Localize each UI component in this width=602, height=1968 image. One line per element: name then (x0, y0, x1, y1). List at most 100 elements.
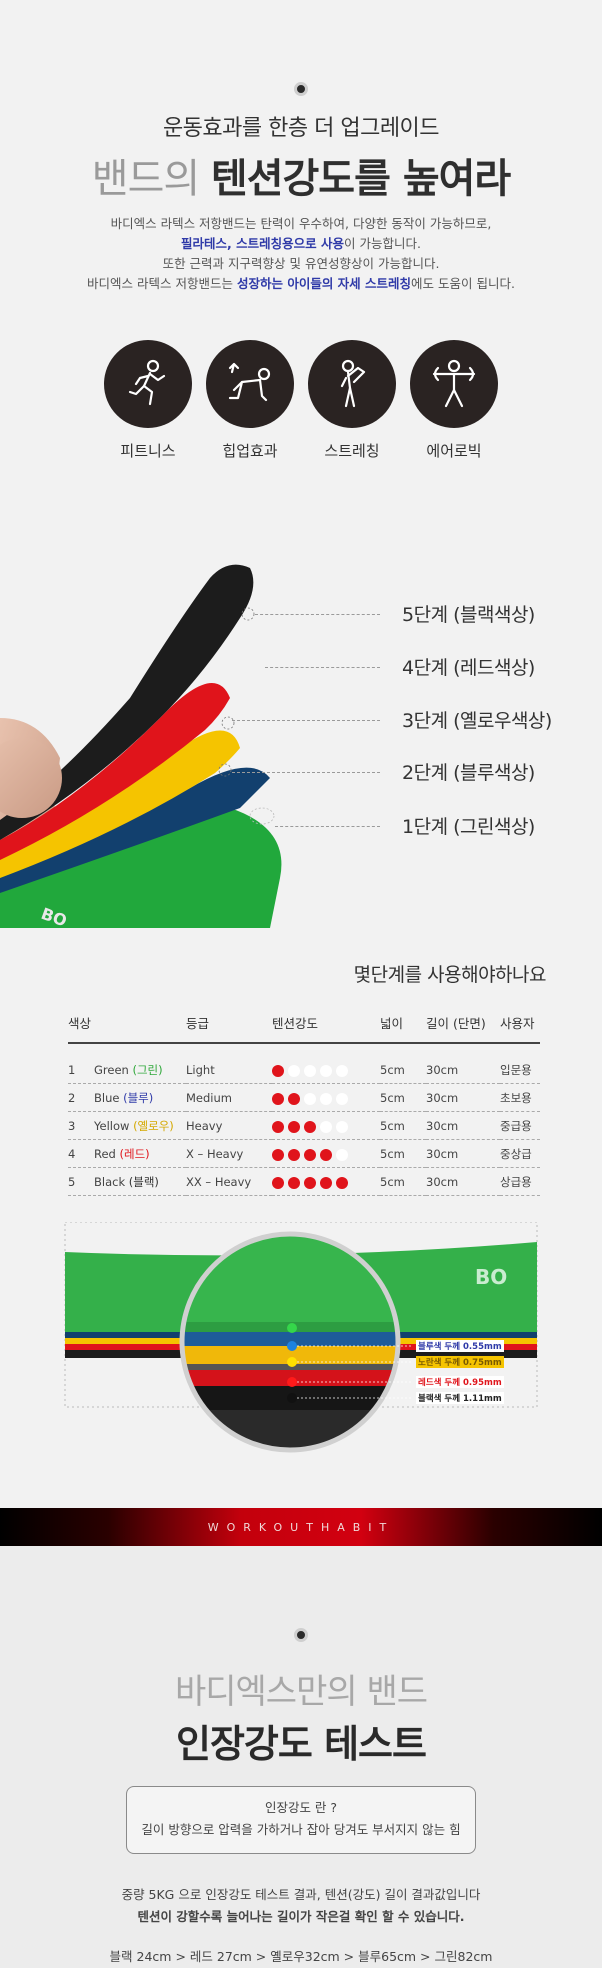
tension-dot-empty (304, 1092, 316, 1105)
use-item-stretching: 스트레칭 (307, 340, 397, 461)
spec-cell-color: 4 Red (레드) (68, 1139, 186, 1168)
spec-cell-width: 5cm (380, 1167, 426, 1196)
color-name: Yellow (94, 1119, 130, 1133)
row-number: 3 (68, 1119, 76, 1133)
use-item-fitness: 피트니스 (103, 340, 193, 461)
tension-dot-filled (288, 1176, 300, 1189)
test-subtitle: 바디엑스만의 밴드 (174, 1672, 428, 1712)
spec-header-row: 색상 등급 텐션강도 넓이 길이 (단면) 사용자 (68, 1013, 540, 1044)
spec-cell-length: 30cm (426, 1083, 500, 1112)
level-1-leader (275, 826, 380, 827)
use-label: 에어로빅 (426, 442, 482, 460)
tension-dot-empty (336, 1064, 348, 1077)
aerobic-person-icon (410, 340, 498, 428)
spec-cell-color: 1 Green (그린) (68, 1043, 186, 1084)
band-levels-section: BO 5단계 (블랙색상) 4단계 (레드색상) 3단계 (옐로우색상) 2단계… (0, 548, 602, 928)
kneeling-exercise-icon (206, 340, 294, 428)
tension-dot-filled (336, 1176, 348, 1189)
use-label: 스트레칭 (324, 442, 380, 460)
spec-header-grade: 등급 (186, 1013, 272, 1044)
row-number: 5 (68, 1175, 76, 1189)
intro-title-bold: 텐션강도를 높여라 (210, 156, 511, 202)
use-item-aerobic: 에어로빅 (409, 340, 499, 461)
tension-dot-filled (288, 1092, 300, 1105)
tension-dot-filled (304, 1148, 316, 1161)
tension-dot-filled (304, 1120, 316, 1133)
color-name-korean: (레드) (119, 1147, 150, 1161)
spec-cell-user: 초보용 (500, 1083, 540, 1112)
tension-dot-filled (288, 1148, 300, 1161)
intro-highlight-pilates: 필라테스, 스트레칭용으로 사용 (181, 236, 344, 251)
level-4-label: 4단계 (레드색상) (402, 657, 535, 679)
spec-header-color: 색상 (68, 1013, 186, 1044)
spec-cell-color: 5 Black (블랙) (68, 1167, 186, 1196)
intro-line-1: 바디엑스 라텍스 저항밴드는 탄력이 우수하여, 다양한 동작이 가능하므로, (110, 216, 492, 231)
spec-row: 3 Yellow (옐로우) Heavy 5cm 30cm 중급용 (68, 1111, 540, 1140)
row-number: 4 (68, 1147, 76, 1161)
band-stack-illustration: BO (0, 564, 282, 928)
use-icons-row: 피트니스 힙업효과 (0, 340, 602, 461)
level-2-leader (232, 772, 380, 773)
tension-dot-empty (336, 1148, 348, 1161)
spec-cell-tension (272, 1167, 380, 1196)
tension-dot-filled (320, 1176, 332, 1189)
test-title: 인장강도 테스트 (176, 1722, 427, 1766)
spec-cell-width: 5cm (380, 1083, 426, 1112)
spec-cell-grade: XX – Heavy (186, 1167, 272, 1196)
tension-dot-empty (320, 1064, 332, 1077)
spec-table: 색상 등급 텐션강도 넓이 길이 (단면) 사용자 1 Green (그린) Lig… (68, 1013, 540, 1196)
spec-cell-tension (272, 1139, 380, 1168)
test-result: 중량 5KG 으로 인장강도 테스트 결과, 텐션(강도) 길이 결과값입니다 … (0, 1884, 602, 1968)
tension-dot-empty (320, 1092, 332, 1105)
spec-cell-color: 2 Blue (블루) (68, 1083, 186, 1112)
intro-line-3: 또한 근력과 지구력향상 및 유연성향상이 가능합니다. (162, 256, 440, 271)
color-name: Blue (94, 1091, 120, 1105)
use-label: 힙업효과 (222, 442, 278, 460)
spec-row: 5 Black (블랙) XX – Heavy 5cm 30cm 상급용 (68, 1167, 540, 1196)
intro-section: 운동효과를 한층 더 업그레이드 밴드의 텐션강도를 높여라 바디엑스 라텍스 … (0, 82, 602, 294)
spec-cell-grade: Medium (186, 1083, 272, 1112)
level-2-label: 2단계 (블루색상) (402, 762, 535, 784)
brand-mark: BO (475, 1265, 507, 1289)
workout-habit-banner: WORKOUTHABIT (0, 1508, 602, 1546)
thickness-section: BO 블루색 두께 0.55mm 노란색 두께 0.75mm 레드색 두께 0.… (0, 1222, 602, 1462)
spec-cell-user: 입문용 (500, 1043, 540, 1084)
spec-cell-tension (272, 1111, 380, 1140)
row-number: 1 (68, 1063, 76, 1077)
level-5-leader (255, 614, 380, 615)
tension-dot-filled (288, 1120, 300, 1133)
color-name: Red (94, 1147, 116, 1161)
spec-header-length: 길이 (단면) (426, 1013, 500, 1044)
spec-header-width: 넓이 (380, 1013, 426, 1044)
level-3-leader (232, 720, 380, 721)
section-marker-dot (294, 82, 308, 96)
spec-title: 몇단계를 사용해야하나요 (353, 964, 547, 986)
result-line-1: 중량 5KG 으로 인장강도 테스트 결과, 텐션(강도) 길이 결과값입니다 (121, 1887, 481, 1902)
intro-title-gray: 밴드의 (91, 156, 211, 202)
color-name-korean: (그린) (132, 1063, 163, 1077)
spec-cell-width: 5cm (380, 1043, 426, 1084)
spec-row: 4 Red (레드) X – Heavy 5cm 30cm 중상급 (68, 1139, 540, 1168)
color-name-korean: (블랙) (128, 1175, 159, 1189)
tension-dot-filled (320, 1148, 332, 1161)
tension-dot-filled (304, 1176, 316, 1189)
color-name: Green (94, 1063, 129, 1077)
tension-dot-empty (320, 1120, 332, 1133)
spec-header-tension: 텐션강도 (272, 1013, 380, 1044)
spec-cell-tension (272, 1043, 380, 1084)
section-marker-dot (294, 1628, 308, 1642)
intro-line-4: 바디엑스 라텍스 저항밴드는 성장하는 아이들의 자세 스트레칭에도 도움이 됩… (87, 276, 515, 291)
thickness-label-red: 레드색 두께 0.95mm (416, 1376, 504, 1388)
definition-answer: 길이 방향으로 압력을 가하거나 잡아 당겨도 부서지지 않는 힘 (141, 1822, 461, 1837)
tension-dot-empty (336, 1120, 348, 1133)
spec-cell-user: 중상급 (500, 1139, 540, 1168)
thickness-label-yellow: 노란색 두께 0.75mm (416, 1356, 504, 1368)
definition-box: 인장강도 란 ? 길이 방향으로 압력을 가하거나 잡아 당겨도 부서지지 않는… (126, 1786, 476, 1854)
tension-dot-filled (272, 1120, 284, 1133)
thickness-label-black: 블랙색 두께 1.11mm (416, 1392, 504, 1404)
thickness-label-blue: 블루색 두께 0.55mm (416, 1340, 504, 1352)
intro-subtitle: 운동효과를 한층 더 업그레이드 (162, 116, 440, 141)
use-item-hipup: 힙업효과 (205, 340, 295, 461)
spec-cell-tension (272, 1083, 380, 1112)
running-person-icon (104, 340, 192, 428)
